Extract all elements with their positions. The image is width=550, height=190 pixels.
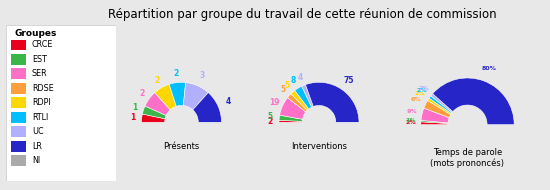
Text: LR: LR — [32, 142, 42, 151]
Text: Temps de parole
(mots prononcés): Temps de parole (mots prononcés) — [431, 148, 504, 168]
Text: 1%: 1% — [405, 118, 416, 123]
Bar — [11, 141, 26, 152]
FancyBboxPatch shape — [6, 25, 115, 180]
Text: Groupes: Groupes — [14, 29, 57, 38]
Text: 2%: 2% — [416, 88, 427, 93]
Text: 75: 75 — [343, 76, 354, 85]
Text: EST: EST — [32, 55, 47, 64]
Wedge shape — [295, 86, 312, 109]
Bar — [11, 54, 26, 65]
Wedge shape — [424, 101, 451, 118]
Bar — [11, 68, 26, 79]
Text: 5: 5 — [268, 112, 273, 121]
Text: 8: 8 — [291, 76, 296, 85]
Text: NI: NI — [32, 156, 40, 165]
Bar — [11, 83, 26, 94]
Text: 3: 3 — [200, 71, 205, 80]
Wedge shape — [421, 120, 448, 124]
Bar — [11, 112, 26, 123]
Text: UC: UC — [32, 127, 43, 136]
Text: CRCE: CRCE — [32, 40, 53, 49]
Wedge shape — [142, 106, 166, 119]
Wedge shape — [183, 82, 208, 110]
Text: 4: 4 — [298, 73, 303, 82]
Text: Répartition par groupe du travail de cette réunion de commission: Répartition par groupe du travail de cet… — [108, 8, 497, 21]
Wedge shape — [279, 115, 303, 121]
Wedge shape — [421, 122, 448, 125]
Wedge shape — [288, 94, 307, 112]
Bar — [11, 126, 26, 137]
Text: 2: 2 — [155, 76, 159, 85]
Text: Interventions: Interventions — [291, 142, 347, 151]
Text: 1: 1 — [133, 103, 138, 112]
Text: 19: 19 — [269, 98, 280, 107]
Wedge shape — [305, 82, 359, 122]
Text: SER: SER — [32, 69, 47, 78]
Wedge shape — [141, 114, 165, 122]
Text: Présents: Présents — [163, 142, 200, 151]
Bar — [11, 155, 26, 166]
Wedge shape — [432, 78, 514, 125]
Wedge shape — [302, 85, 314, 107]
Text: RDSE: RDSE — [32, 84, 54, 93]
Text: 2: 2 — [268, 116, 273, 126]
Text: 9%: 9% — [406, 109, 417, 114]
Wedge shape — [192, 93, 222, 122]
Wedge shape — [155, 84, 177, 110]
Text: RDPI: RDPI — [32, 98, 51, 107]
Text: 5: 5 — [280, 85, 285, 94]
Wedge shape — [421, 108, 449, 123]
Text: RTLI: RTLI — [32, 113, 48, 122]
Wedge shape — [431, 94, 453, 112]
Text: 1: 1 — [130, 113, 136, 122]
Wedge shape — [429, 96, 452, 113]
Text: 2%: 2% — [414, 91, 425, 96]
Text: 2: 2 — [174, 69, 179, 78]
Text: 80%: 80% — [481, 66, 496, 71]
Bar — [11, 40, 26, 50]
Wedge shape — [169, 82, 186, 106]
Text: 2: 2 — [139, 89, 145, 98]
Text: 2%: 2% — [405, 120, 416, 125]
Text: 5: 5 — [284, 81, 289, 90]
Text: 4: 4 — [226, 97, 231, 106]
Wedge shape — [279, 98, 306, 119]
Bar — [11, 97, 26, 108]
Text: 2%: 2% — [419, 86, 429, 91]
Wedge shape — [279, 120, 302, 122]
Text: 6%: 6% — [411, 97, 422, 102]
Wedge shape — [291, 90, 309, 110]
Wedge shape — [145, 93, 170, 116]
Wedge shape — [427, 98, 452, 115]
